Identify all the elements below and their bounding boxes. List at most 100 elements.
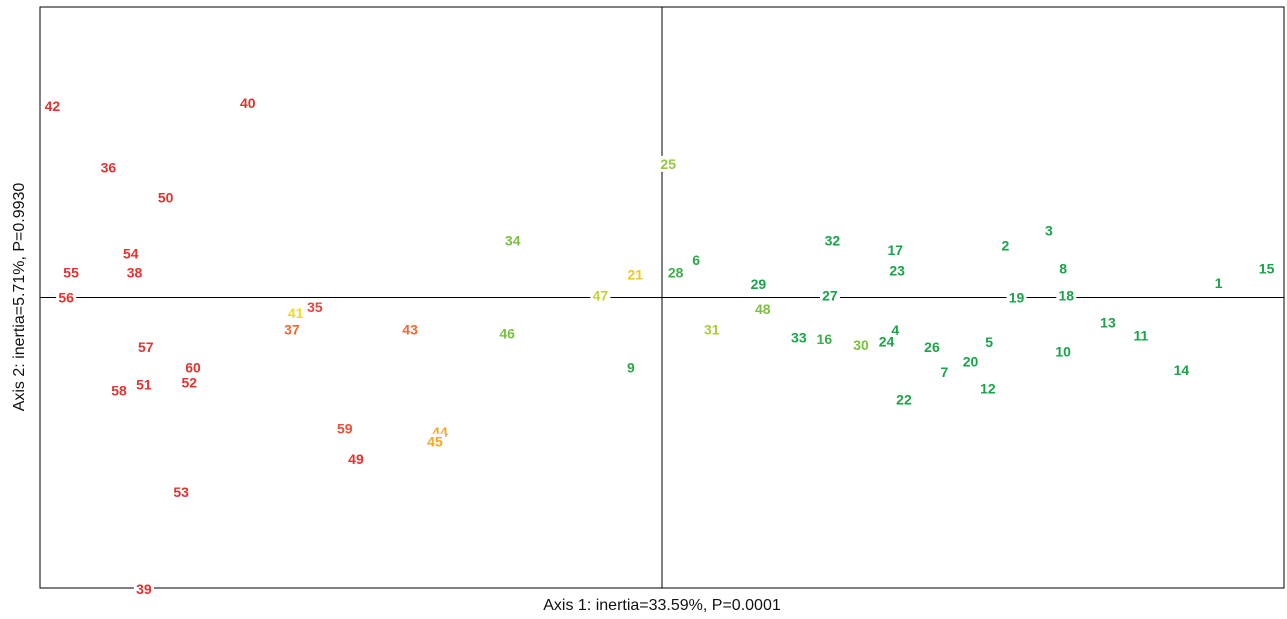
point-22: 22 xyxy=(896,391,912,407)
point-35: 35 xyxy=(307,299,323,315)
point-16: 16 xyxy=(817,331,833,347)
point-label-bg xyxy=(752,301,773,318)
point-4: 4 xyxy=(891,322,899,338)
point-label-bg xyxy=(155,189,176,206)
point-31: 31 xyxy=(704,322,720,338)
point-33: 33 xyxy=(791,330,807,346)
point-label-bg xyxy=(887,262,908,279)
reference-lines xyxy=(40,7,1284,588)
point-label-bg xyxy=(1053,343,1074,360)
point-48: 48 xyxy=(755,301,771,317)
point-label-bg xyxy=(124,264,145,281)
point-50: 50 xyxy=(158,190,174,206)
point-41: 41 xyxy=(288,305,304,321)
point-24: 24 xyxy=(879,333,895,349)
point-label-bg xyxy=(590,287,611,304)
point-59: 59 xyxy=(337,420,353,436)
point-27: 27 xyxy=(822,287,838,303)
point-label-bg xyxy=(999,237,1012,254)
point-6: 6 xyxy=(692,252,700,268)
point-label-bg xyxy=(424,433,445,450)
point-label-bg xyxy=(135,339,156,356)
point-58: 58 xyxy=(111,382,127,398)
point-label-bg xyxy=(281,321,302,338)
point-36: 36 xyxy=(101,160,117,176)
point-label-bg xyxy=(497,325,518,342)
point-55: 55 xyxy=(63,265,79,281)
point-label-bg xyxy=(893,391,914,408)
point-57: 57 xyxy=(138,339,154,355)
point-label-bg xyxy=(1056,287,1077,304)
point-label-bg xyxy=(1006,289,1027,306)
point-25: 25 xyxy=(660,156,676,172)
point-label-bg xyxy=(133,581,154,598)
point-label-bg xyxy=(304,299,325,316)
point-label-bg xyxy=(625,266,646,283)
point-label-bg xyxy=(748,275,769,292)
point-32: 32 xyxy=(825,232,841,248)
point-29: 29 xyxy=(751,276,767,292)
point-39: 39 xyxy=(136,581,152,597)
point-34: 34 xyxy=(505,232,521,248)
point-11: 11 xyxy=(1134,328,1149,344)
point-46: 46 xyxy=(499,325,515,341)
point-37: 37 xyxy=(284,322,300,338)
point-label-bg xyxy=(977,380,998,397)
point-9: 9 xyxy=(627,360,635,376)
point-label-bg xyxy=(56,289,77,306)
point-51: 51 xyxy=(136,377,152,393)
point-label-bg xyxy=(42,97,63,114)
point-20: 20 xyxy=(963,353,979,369)
point-label-bg xyxy=(237,95,258,112)
point-label-bg xyxy=(502,232,523,249)
point-42: 42 xyxy=(45,98,61,114)
point-2: 2 xyxy=(1001,238,1009,254)
point-label-bg xyxy=(61,264,82,281)
point-53: 53 xyxy=(173,484,189,500)
point-label-bg xyxy=(1057,260,1070,277)
point-labels: 1234567891011121314151617181920212223242… xyxy=(42,95,1277,598)
point-label-bg xyxy=(822,232,843,249)
point-label-bg xyxy=(334,420,355,437)
point-3: 3 xyxy=(1045,222,1053,238)
point-30: 30 xyxy=(853,337,869,353)
point-label-bg xyxy=(171,483,192,500)
point-54: 54 xyxy=(123,246,139,262)
point-label-bg xyxy=(960,353,981,370)
point-label-bg xyxy=(921,339,942,356)
point-1: 1 xyxy=(1215,275,1223,291)
point-label-bg xyxy=(1130,327,1151,344)
point-21: 21 xyxy=(627,266,643,282)
point-label-bg xyxy=(819,287,840,304)
point-label-bg xyxy=(400,321,421,338)
point-label-bg xyxy=(788,329,809,346)
point-label-bg xyxy=(701,321,722,338)
point-23: 23 xyxy=(889,263,905,279)
point-60: 60 xyxy=(185,360,201,376)
point-label-bg xyxy=(876,333,897,350)
point-label-bg xyxy=(885,241,906,258)
point-18: 18 xyxy=(1059,287,1075,303)
point-label-bg xyxy=(1171,361,1192,378)
point-label-bg xyxy=(983,333,996,350)
point-38: 38 xyxy=(127,265,143,281)
point-label-bg xyxy=(120,245,141,262)
point-40: 40 xyxy=(240,95,256,111)
point-49: 49 xyxy=(348,451,364,467)
point-label-bg xyxy=(658,155,679,172)
point-14: 14 xyxy=(1174,362,1190,378)
point-label-bg xyxy=(1097,314,1118,331)
point-label-bg xyxy=(690,251,703,268)
point-label-bg xyxy=(345,451,366,468)
y-axis-title: Axis 2: inertia=5.71%, P=0.9930 xyxy=(11,183,28,412)
point-label-bg xyxy=(285,304,306,321)
point-label-bg xyxy=(938,363,951,380)
point-43: 43 xyxy=(402,322,418,338)
point-45: 45 xyxy=(427,434,443,450)
point-26: 26 xyxy=(924,339,940,355)
point-label-bg xyxy=(1042,222,1055,239)
point-15: 15 xyxy=(1259,260,1275,276)
point-10: 10 xyxy=(1055,343,1071,359)
point-label-bg xyxy=(1212,275,1225,292)
